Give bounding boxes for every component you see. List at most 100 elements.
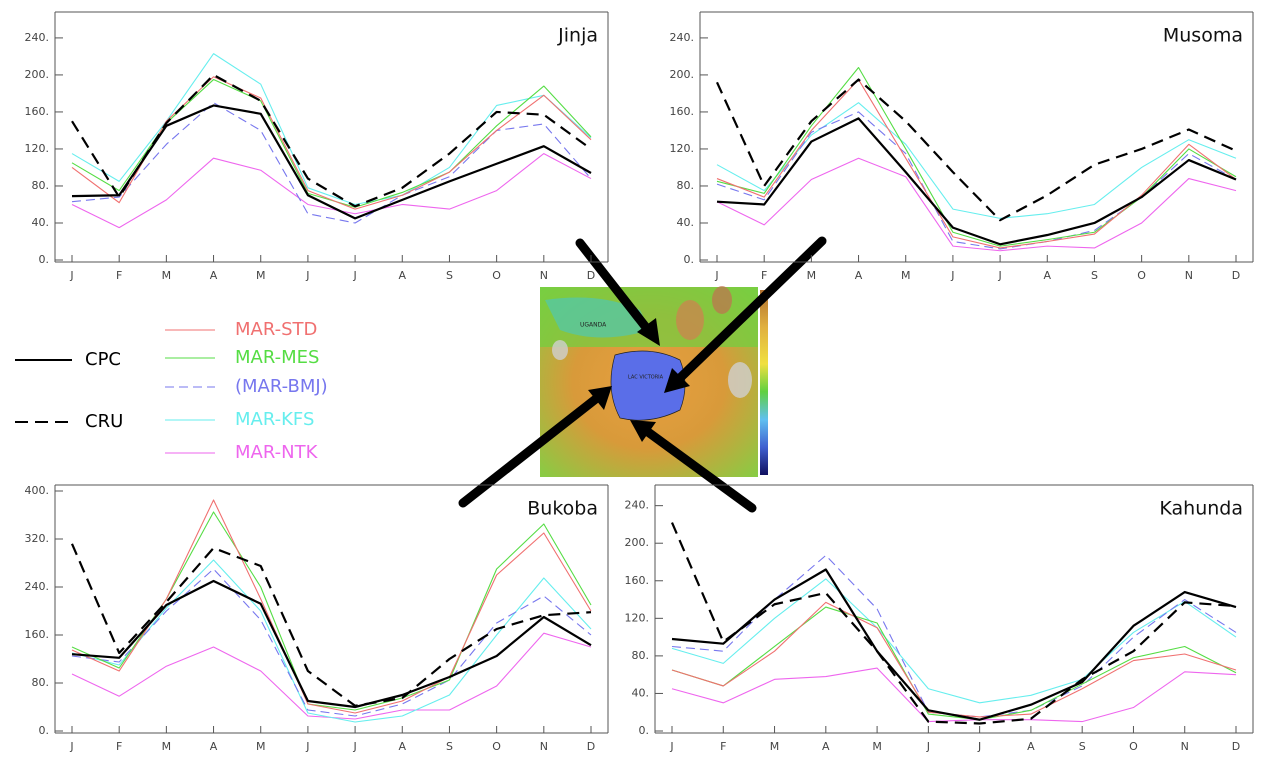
x-tick-label: J xyxy=(669,740,673,753)
x-tick-label: A xyxy=(855,269,863,282)
x-tick-label: O xyxy=(1129,740,1138,753)
map-label: UGANDA xyxy=(580,322,607,329)
map: UGANDA LAC VICTORIA xyxy=(540,286,768,477)
x-tick-label: J xyxy=(352,740,356,753)
x-tick-label: S xyxy=(446,740,453,753)
series-line xyxy=(717,103,1236,219)
y-tick-label: 120. xyxy=(25,142,50,155)
x-tick-label: A xyxy=(210,740,218,753)
y-tick-label: 160. xyxy=(25,628,50,641)
chart-title: Bukoba xyxy=(527,498,598,520)
figure: UGANDA LAC VICTORIA 0. 40. 80. 120. 160. 200.… xyxy=(0,0,1273,758)
x-tick-label: S xyxy=(1079,740,1086,753)
x-tick-label: J xyxy=(69,740,73,753)
x-tick-label: A xyxy=(822,740,830,753)
x-tick-label: A xyxy=(399,269,407,282)
x-tick-label: N xyxy=(540,269,548,282)
y-tick-label: 40. xyxy=(32,216,50,229)
x-tick-label: J xyxy=(950,269,954,282)
x-tick-label: J xyxy=(714,269,718,282)
y-tick-label: 0. xyxy=(39,253,50,266)
x-tick-label: F xyxy=(116,269,122,282)
series-line xyxy=(72,54,591,205)
series-line xyxy=(72,105,591,218)
x-tick-label: A xyxy=(1027,740,1035,753)
x-tick-label: O xyxy=(492,740,501,753)
y-tick-label: 160. xyxy=(625,574,650,587)
x-tick-label: N xyxy=(540,740,548,753)
x-tick-label: O xyxy=(492,269,501,282)
series-line xyxy=(72,633,591,719)
x-tick-label: M xyxy=(256,269,266,282)
map-label: LAC VICTORIA xyxy=(628,375,664,381)
series-line xyxy=(72,80,591,208)
chart-title: Kahunda xyxy=(1159,498,1243,520)
y-tick-label: 80. xyxy=(632,649,650,662)
y-tick-label: 160. xyxy=(25,105,50,118)
x-tick-label: S xyxy=(1091,269,1098,282)
y-tick-label: 240. xyxy=(25,31,50,44)
x-tick-label: S xyxy=(446,269,453,282)
y-tick-label: 0. xyxy=(39,724,50,737)
x-tick-label: J xyxy=(997,269,1001,282)
x-tick-label: M xyxy=(770,740,780,753)
x-tick-label: D xyxy=(587,269,595,282)
series-line xyxy=(72,512,591,710)
legend-label: MAR-STD xyxy=(235,319,317,340)
y-tick-label: 120. xyxy=(625,611,650,624)
x-tick-label: D xyxy=(1232,740,1240,753)
series-line xyxy=(672,523,1236,724)
y-tick-label: 200. xyxy=(625,536,650,549)
series-line xyxy=(72,581,591,707)
x-tick-label: A xyxy=(399,740,407,753)
x-tick-label: D xyxy=(1232,269,1240,282)
y-tick-label: 80. xyxy=(32,179,50,192)
x-tick-label: F xyxy=(116,740,122,753)
x-tick-label: F xyxy=(761,269,767,282)
series-line xyxy=(72,103,591,223)
x-tick-label: J xyxy=(926,740,930,753)
series-line xyxy=(672,555,1236,716)
y-tick-label: 240. xyxy=(625,499,650,512)
x-tick-label: J xyxy=(977,740,981,753)
legend-label: CRU xyxy=(85,411,123,432)
chart-title: Jinja xyxy=(557,25,598,47)
x-tick-label: M xyxy=(807,269,817,282)
legend-label: CPC xyxy=(85,349,121,370)
series-line xyxy=(72,154,591,228)
series-line xyxy=(72,75,591,206)
x-tick-label: F xyxy=(720,740,726,753)
y-tick-label: 240. xyxy=(670,31,695,44)
x-tick-label: M xyxy=(901,269,911,282)
y-tick-label: 40. xyxy=(632,686,650,699)
x-tick-label: M xyxy=(162,269,172,282)
legend-label: MAR-MES xyxy=(235,347,319,368)
y-tick-label: 0. xyxy=(684,253,695,266)
chart-title: Musoma xyxy=(1163,25,1243,47)
x-tick-label: A xyxy=(1044,269,1052,282)
x-tick-label: A xyxy=(210,269,218,282)
series-line xyxy=(72,500,591,713)
y-tick-label: 0. xyxy=(639,724,650,737)
x-tick-label: M xyxy=(162,740,172,753)
y-tick-label: 80. xyxy=(32,676,50,689)
series-line xyxy=(717,118,1236,244)
x-tick-label: J xyxy=(305,269,309,282)
series-line xyxy=(672,668,1236,722)
legend-label: (MAR-BMJ) xyxy=(235,376,328,397)
x-tick-label: J xyxy=(352,269,356,282)
y-tick-label: 240. xyxy=(25,580,50,593)
y-tick-label: 120. xyxy=(670,142,695,155)
y-tick-label: 40. xyxy=(677,216,695,229)
x-tick-label: J xyxy=(305,740,309,753)
series-line xyxy=(672,579,1236,703)
x-tick-label: N xyxy=(1181,740,1189,753)
x-tick-label: M xyxy=(256,740,266,753)
y-tick-label: 320. xyxy=(25,532,50,545)
y-tick-label: 400. xyxy=(25,484,50,497)
x-tick-label: O xyxy=(1137,269,1146,282)
x-tick-label: N xyxy=(1185,269,1193,282)
series-line xyxy=(672,570,1236,720)
legend-label: MAR-KFS xyxy=(235,409,314,430)
y-tick-label: 80. xyxy=(677,179,695,192)
